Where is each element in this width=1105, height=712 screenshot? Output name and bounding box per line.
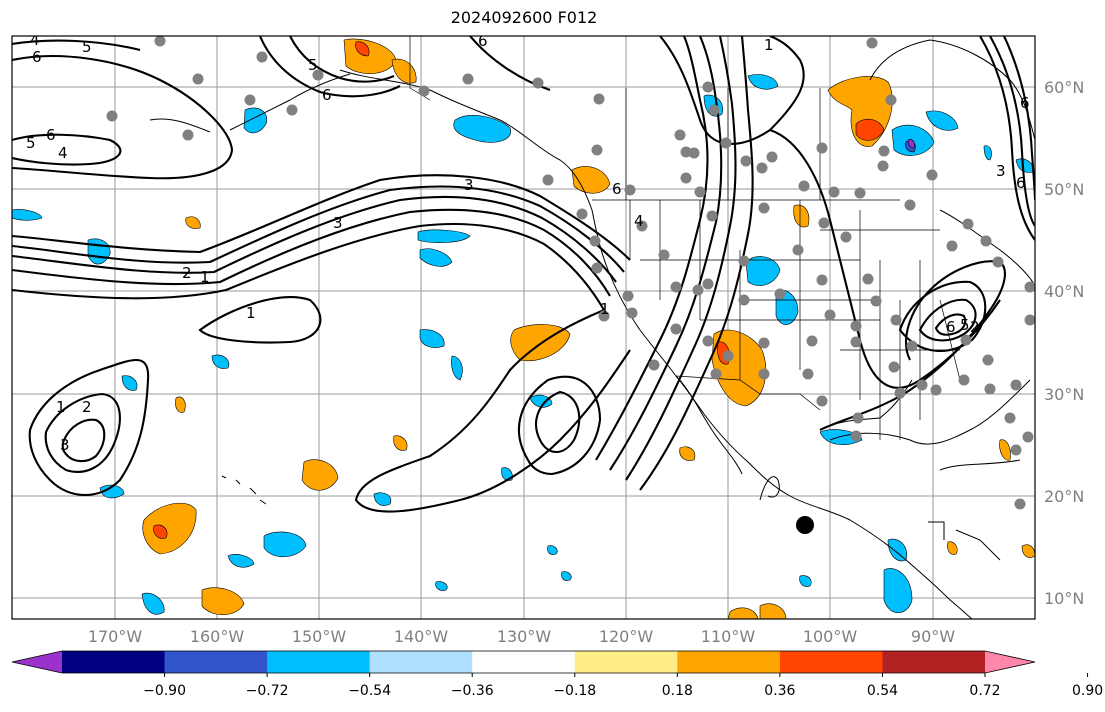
colorbar-tick-label: −0.18	[553, 683, 596, 699]
colorbar-segment	[164, 651, 268, 673]
colorbar-tick-label: 0.54	[867, 683, 898, 699]
contour-label: 3	[60, 436, 70, 454]
contour-label: 4	[30, 31, 40, 49]
colorbar-tick-label: 0.90	[1072, 683, 1103, 699]
lon-label: 170°W	[88, 627, 143, 646]
lon-label: 100°W	[803, 627, 858, 646]
lat-label: 30°N	[1044, 385, 1084, 404]
contour-label: 5	[82, 38, 92, 56]
contour-lines	[12, 36, 1035, 513]
plot-border	[11, 35, 1036, 620]
colorbar-segment	[779, 651, 883, 673]
contour-label: 6	[1020, 94, 1030, 112]
colorbar-extend-low	[12, 651, 62, 673]
contour-label: 2	[182, 264, 192, 282]
contour-label: 4	[634, 212, 644, 230]
positive-anomaly-shading	[142, 38, 1035, 619]
lon-label: 120°W	[599, 627, 654, 646]
contour-label: 6	[478, 32, 488, 50]
latitude-labels: 60°N 50°N 40°N 30°N 20°N 10°N	[1044, 78, 1084, 608]
colorbar-segment	[677, 651, 781, 673]
contour-label: 5	[960, 316, 970, 334]
lon-label: 160°W	[190, 627, 245, 646]
colorbar-tick-label: 0.72	[969, 683, 1000, 699]
colorbar-segment	[882, 651, 986, 673]
map-title: 2024092600 F012	[450, 8, 598, 27]
lon-label: 140°W	[394, 627, 449, 646]
contour-labels: 4 5 6 6 5 6 1 6 3 5 4 6 3 2 1 1 1 2 3 1 …	[26, 31, 1030, 454]
coastlines	[149, 39, 1035, 619]
colorbar-segment	[267, 651, 371, 673]
contour-label: 1	[246, 304, 256, 322]
contour-label: 1	[764, 36, 774, 54]
contour-label: 6	[1016, 174, 1026, 192]
colorbar-tick-label: −0.72	[246, 683, 289, 699]
contour-label: 3	[464, 176, 474, 194]
longitude-labels: 170°W 160°W 150°W 140°W 130°W 120°W 110°…	[88, 627, 955, 646]
contour-label: 6	[946, 318, 956, 336]
colorbar-tick-labels: −0.90 −0.72 −0.54 −0.36 −0.18 0.18 0.36 0.54 0.7…	[143, 683, 1103, 699]
colorbar-tick-label: −0.36	[451, 683, 494, 699]
colorbar-tick-label: −0.90	[143, 683, 186, 699]
colorbar-segment	[62, 651, 166, 673]
contour-label: 6	[322, 86, 332, 104]
contour-label: 1	[200, 268, 210, 286]
lon-label: 130°W	[497, 627, 552, 646]
contour-label: 3	[333, 214, 343, 232]
contour-label: 6	[46, 126, 56, 144]
colorbar-tick-label: 0.36	[764, 683, 795, 699]
contour-label: 2	[82, 398, 92, 416]
lon-label: 90°W	[911, 627, 955, 646]
colorbar-tick-label: −0.54	[348, 683, 391, 699]
contour-label: 5	[308, 56, 318, 74]
colorbar	[11, 650, 1089, 677]
contour-label: 5	[26, 134, 36, 152]
contour-label: 3	[996, 162, 1006, 180]
lat-label: 50°N	[1044, 180, 1084, 199]
contour-label: 6	[32, 48, 42, 66]
contour-label: 6	[612, 180, 622, 198]
storm-marker	[796, 516, 814, 534]
station-dots	[106, 36, 1035, 510]
colorbar-segment	[369, 651, 473, 673]
colorbar-tick-label: 0.18	[662, 683, 693, 699]
contour-label: 2	[970, 318, 980, 336]
colorbar-segment	[574, 651, 678, 673]
lon-label: 150°W	[292, 627, 347, 646]
lon-label: 110°W	[701, 627, 756, 646]
lat-label: 20°N	[1044, 487, 1084, 506]
colorbar-extend-high	[985, 651, 1035, 673]
contour-label: 1	[56, 398, 66, 416]
lat-label: 10°N	[1044, 589, 1084, 608]
contour-label: 1	[600, 300, 610, 318]
lat-label: 40°N	[1044, 282, 1084, 301]
colorbar-segment	[472, 651, 576, 673]
lat-label: 60°N	[1044, 78, 1084, 97]
colorbar-outline	[11, 650, 1036, 674]
contour-label: 4	[58, 144, 68, 162]
